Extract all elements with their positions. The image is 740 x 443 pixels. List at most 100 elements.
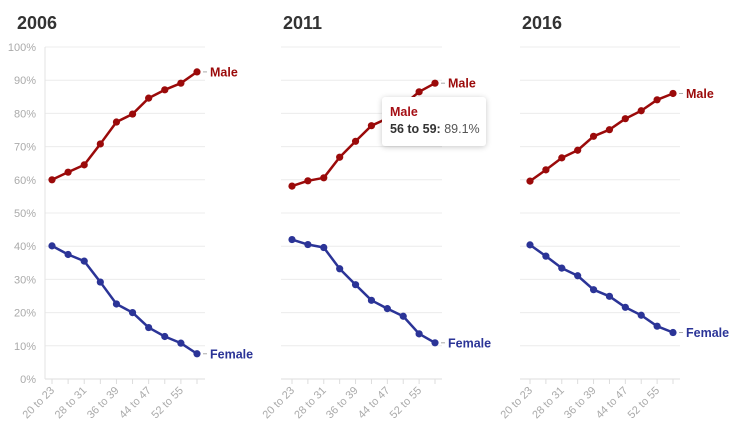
y-tick-label: 30%	[14, 274, 36, 286]
point-male	[304, 177, 312, 185]
point-male	[621, 115, 629, 123]
point-male	[161, 86, 169, 94]
line-female	[291, 238, 436, 344]
point-male	[558, 154, 566, 162]
point-female	[621, 303, 629, 311]
point-female	[112, 300, 121, 308]
tooltip-value: 89.1%	[444, 122, 480, 136]
point-female	[542, 252, 550, 260]
x-tick-label: 52 to 55	[149, 385, 186, 422]
line-male	[51, 70, 198, 181]
y-tick-label: 100%	[8, 42, 36, 54]
point-male	[177, 79, 185, 87]
point-male	[288, 182, 296, 190]
x-tick-label: 44 to 47	[356, 385, 393, 422]
y-tick-label: 80%	[14, 108, 36, 120]
y-tick-label: 90%	[14, 75, 36, 87]
point-male	[637, 107, 645, 115]
x-tick-label: 44 to 47	[594, 385, 631, 422]
point-female	[48, 242, 56, 250]
point-female	[80, 257, 88, 265]
point-male	[112, 118, 121, 126]
panel-title: 2011	[283, 13, 322, 33]
series-label-female: Female	[210, 347, 253, 361]
panel-2006: 2006 0% 10% 20% 30% 40% 50% 60% 70% 80% 90% 100% 20 …	[8, 13, 253, 421]
point-male	[589, 132, 598, 140]
x-tick-label: 44 to 47	[117, 385, 154, 422]
point-female	[304, 240, 312, 249]
x-tick-label: 28 to 31	[53, 385, 90, 422]
point-male	[193, 68, 201, 76]
point-female	[431, 339, 439, 347]
point-male	[96, 140, 104, 148]
point-female	[193, 350, 201, 358]
series-label-male: Male	[210, 65, 238, 79]
point-female	[367, 296, 376, 304]
point-female	[589, 286, 598, 294]
point-female	[320, 243, 328, 252]
point-female	[128, 309, 137, 317]
line-female	[529, 243, 674, 334]
point-male	[64, 168, 72, 176]
y-tick-label: 0%	[20, 374, 36, 386]
point-male	[48, 176, 56, 184]
y-tick-label: 20%	[14, 308, 36, 320]
point-male	[605, 126, 614, 134]
point-female	[351, 281, 360, 289]
x-tick-label: 36 to 39	[85, 385, 122, 422]
series-label-male: Male	[448, 77, 476, 91]
point-male	[128, 110, 137, 118]
x-tick-label: 28 to 31	[292, 385, 329, 422]
point-female	[288, 235, 296, 244]
point-male	[351, 137, 360, 145]
point-male	[653, 96, 661, 104]
series-label-female: Female	[448, 336, 491, 350]
point-male	[526, 177, 534, 185]
panel-title: 2006	[17, 13, 57, 33]
point-female	[161, 332, 169, 341]
point-male	[320, 174, 328, 182]
point-male	[542, 166, 550, 174]
point-male	[431, 79, 439, 87]
point-female	[526, 241, 534, 249]
x-tick-label: 20 to 23	[499, 385, 536, 422]
x-tick-label: 28 to 31	[530, 385, 567, 422]
y-tick-label: 40%	[14, 241, 36, 253]
series-label-female: Female	[686, 326, 729, 340]
point-female	[669, 328, 677, 337]
x-tick-label: 52 to 55	[388, 385, 425, 422]
point-male	[669, 89, 677, 98]
point-female	[96, 278, 104, 286]
point-female	[605, 292, 614, 300]
point-female	[177, 339, 185, 347]
point-male	[415, 88, 423, 96]
tooltip-series: Male	[390, 105, 418, 119]
series-label-male: Male	[686, 87, 714, 101]
point-male	[574, 146, 582, 154]
tooltip: Male 56 to 59: 89.1%	[382, 97, 486, 146]
panel-title: 2016	[522, 13, 562, 33]
x-tick-label: 20 to 23	[261, 385, 298, 422]
point-female	[574, 272, 582, 280]
point-female	[558, 264, 566, 272]
x-tick-label: 20 to 23	[21, 385, 58, 422]
line-male	[529, 92, 674, 183]
point-female	[415, 330, 423, 338]
tooltip-category: 56 to 59:	[390, 122, 441, 136]
y-tick-label: 60%	[14, 175, 36, 187]
y-tick-label: 10%	[14, 341, 36, 353]
point-male	[80, 161, 88, 169]
point-female	[383, 305, 391, 313]
point-female	[336, 265, 344, 273]
x-tick-label: 52 to 55	[626, 385, 663, 422]
point-female	[653, 322, 661, 330]
y-tick-label: 70%	[14, 142, 36, 154]
x-tick-label: 36 to 39	[562, 385, 599, 422]
point-male	[336, 153, 344, 161]
point-female	[637, 311, 645, 319]
point-female	[145, 323, 153, 332]
point-female	[64, 250, 72, 259]
